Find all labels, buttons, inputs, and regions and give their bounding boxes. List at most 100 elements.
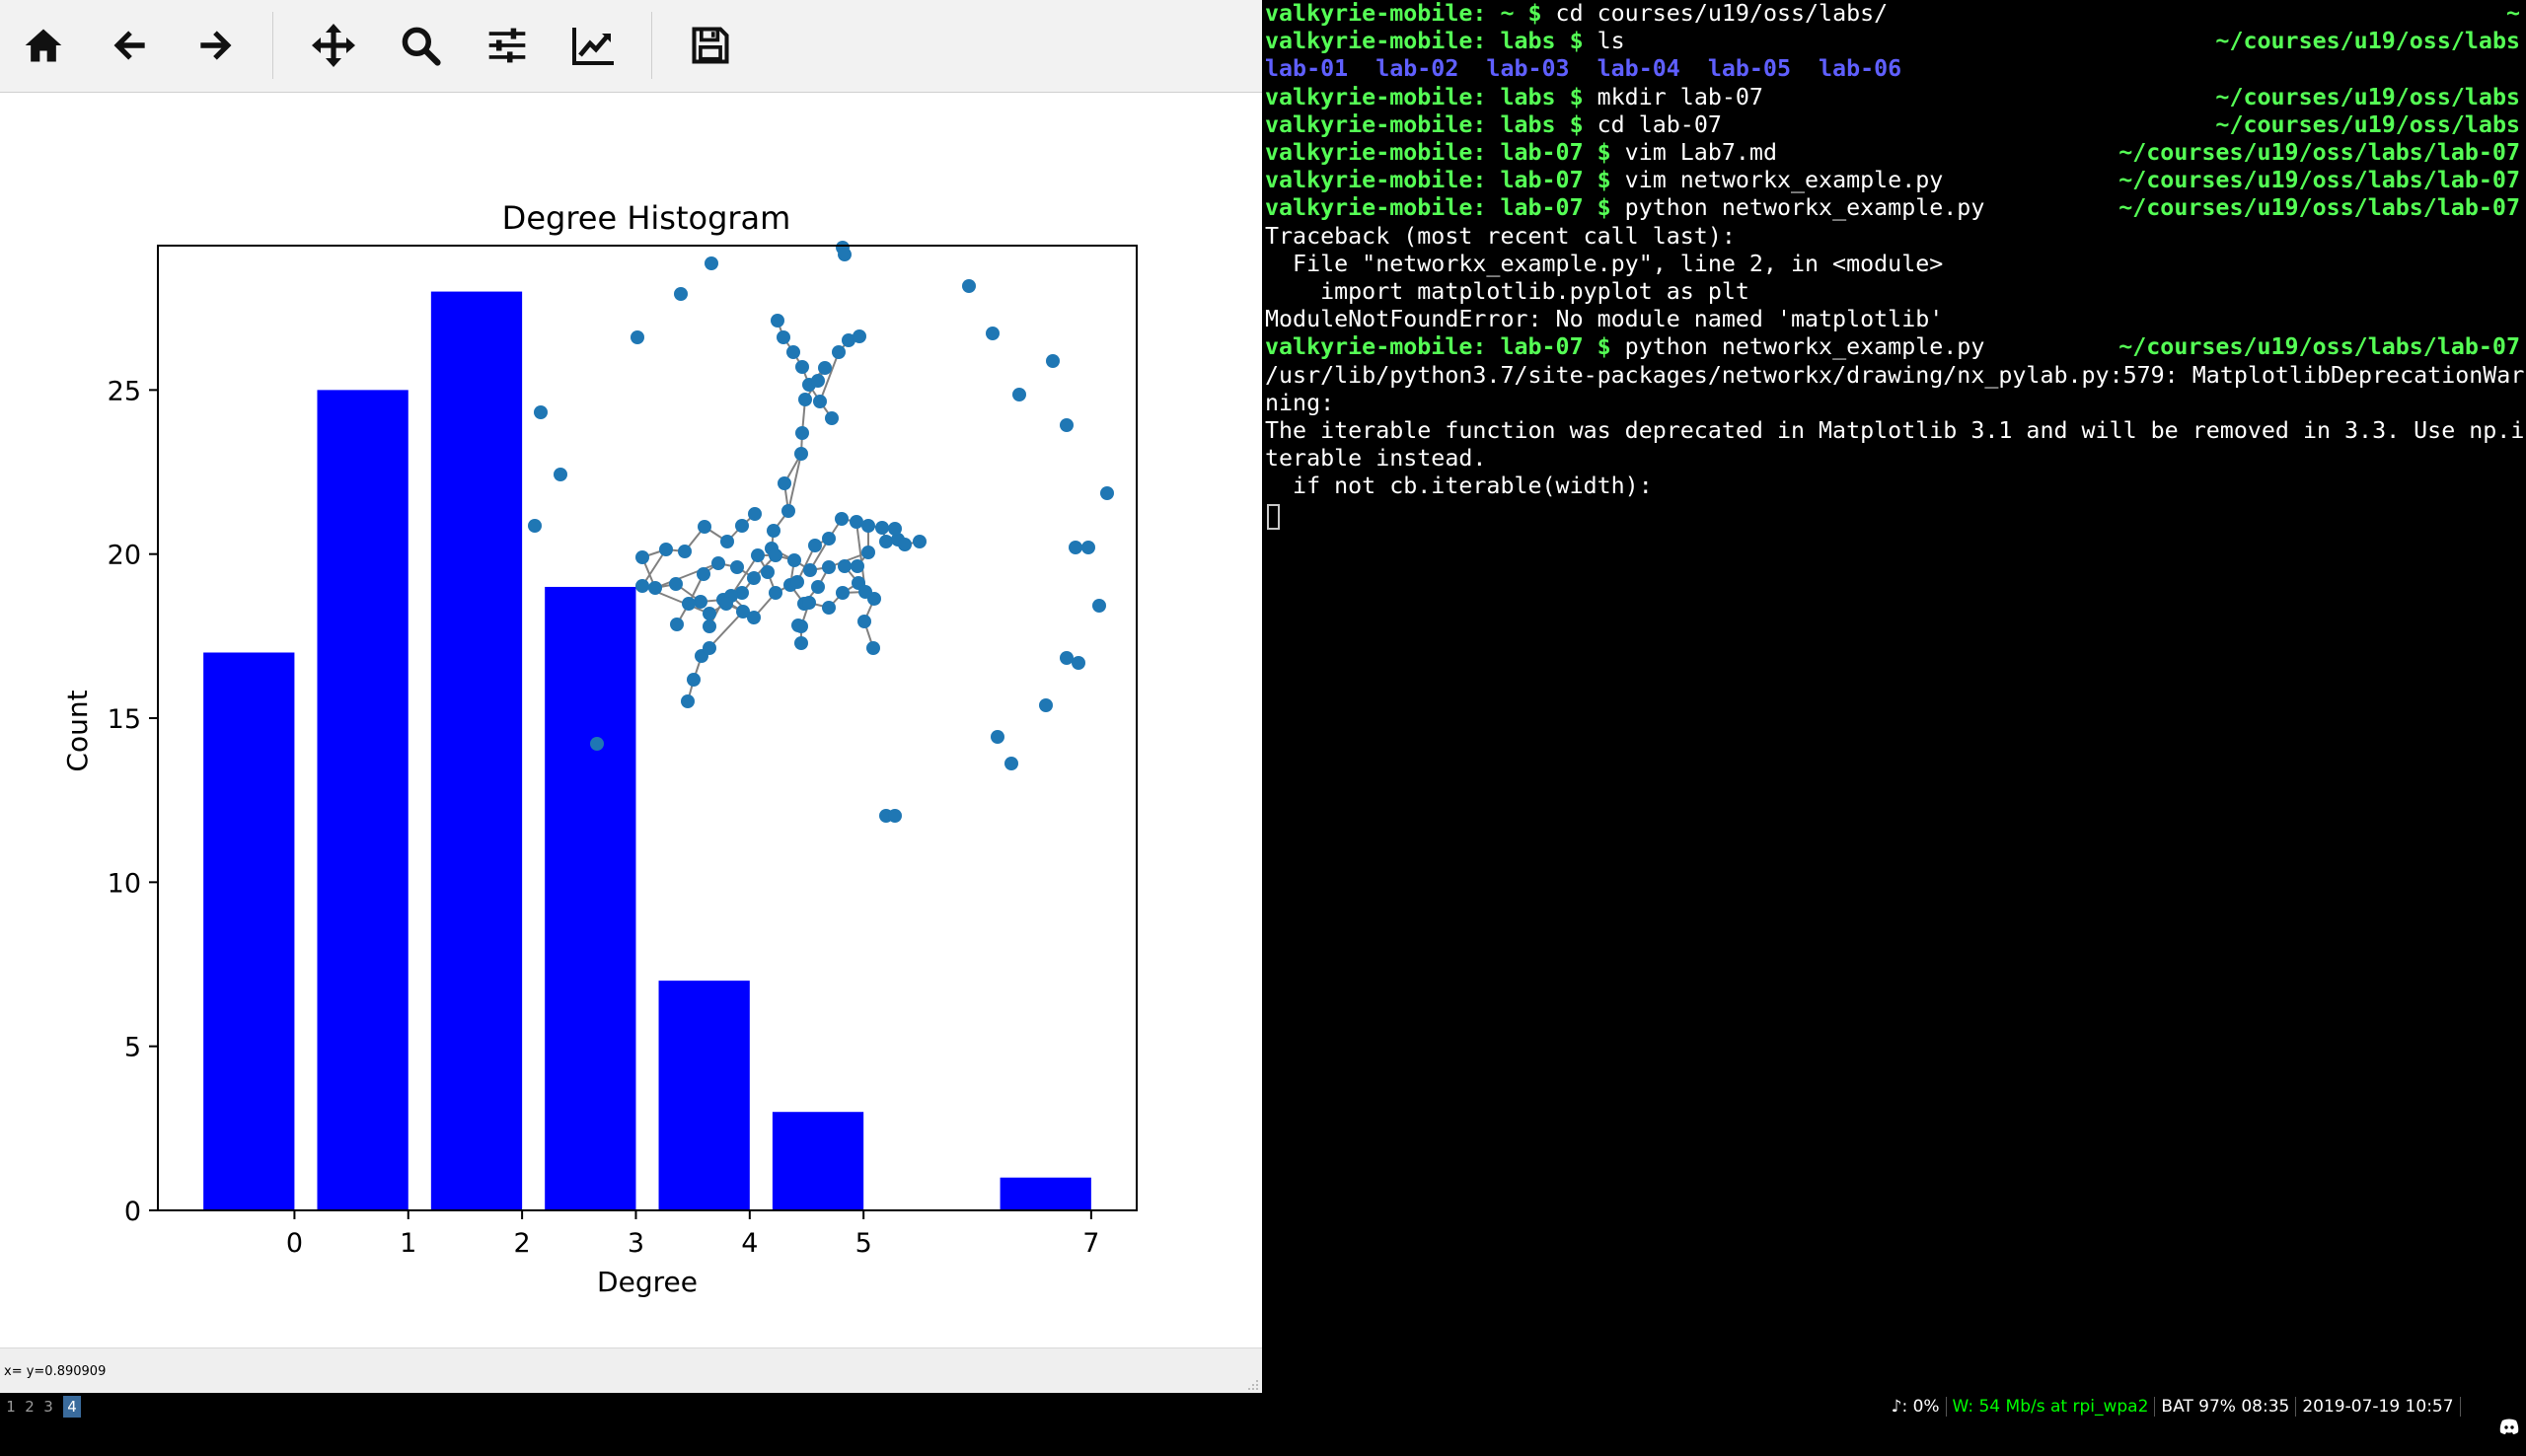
terminal-line: /usr/lib/python3.7/site-packages/network…	[1265, 361, 2525, 389]
histogram-bar	[545, 586, 636, 1210]
directory-listing: lab-01 lab-02 lab-03 lab-04 lab-05 lab-0…	[1265, 55, 1902, 83]
network-node	[818, 361, 832, 375]
network-node	[761, 565, 775, 579]
figure-canvas[interactable]: Degree Histogram 0 5 10 15 20 25 0 1 2 3 4 5 7 Degr…	[0, 93, 1262, 1347]
terminal-line: if not cb.iterable(width):	[1265, 473, 1653, 500]
network-node	[769, 548, 782, 562]
network-node	[787, 553, 801, 567]
network-node	[748, 507, 762, 521]
histogram-bar	[203, 652, 295, 1210]
status-blocks: ♪: 0% W: 54 Mb/s at rpi_wpa2 BAT 97% 08:…	[1886, 1393, 2526, 1434]
network-node	[1081, 541, 1095, 554]
network-node	[822, 532, 836, 546]
network-node	[635, 579, 649, 593]
workspace-1[interactable]: 1	[6, 1398, 16, 1416]
network-edge	[819, 351, 840, 402]
shell-command: ls	[1583, 28, 1625, 55]
x-tick-label: 2	[514, 1228, 531, 1259]
network-node	[694, 595, 707, 609]
network-node	[879, 535, 893, 548]
arrow-left-icon	[113, 31, 145, 60]
network-node	[858, 585, 872, 599]
network-edge	[641, 548, 667, 587]
network-node	[798, 393, 812, 406]
home-icon	[25, 29, 62, 62]
toolbar-separator	[651, 12, 652, 79]
forward-button[interactable]	[184, 14, 247, 77]
network-node	[778, 476, 791, 490]
network-node	[857, 615, 871, 628]
network-node	[786, 345, 800, 359]
save-button[interactable]	[679, 14, 742, 77]
network-node	[720, 535, 734, 548]
network-edge	[828, 551, 869, 568]
terminal-line: valkyrie-mobile: lab-07 $ python network…	[1265, 333, 1984, 361]
shell-prompt: valkyrie-mobile: lab-07 $	[1265, 333, 1611, 361]
terminal-line: import matplotlib.pyplot as plt	[1265, 278, 1749, 305]
y-tick-label: 5	[124, 1033, 141, 1063]
network-node	[703, 619, 716, 633]
workspace-3[interactable]: 3	[43, 1398, 53, 1416]
network-edge	[730, 554, 759, 597]
x-tick-label: 3	[628, 1228, 644, 1259]
network-node	[794, 447, 808, 461]
right-prompt-path: ~/courses/u19/oss/labs/lab-07	[2118, 167, 2520, 194]
zoom-button[interactable]	[389, 14, 452, 77]
network-node	[986, 327, 1000, 340]
save-icon	[692, 27, 729, 64]
network-node	[836, 586, 850, 600]
home-button[interactable]	[12, 14, 75, 77]
status-bar: x= y=0.890909	[0, 1347, 1262, 1394]
datetime-status: 2019-07-19 10:57	[2295, 1397, 2459, 1417]
network-node	[803, 563, 817, 577]
shell-prompt: valkyrie-mobile: labs $	[1265, 110, 1584, 138]
network-node	[875, 521, 889, 535]
right-prompt-path: ~/courses/u19/oss/labs	[2215, 83, 2520, 110]
network-node	[1100, 486, 1114, 500]
move-icon	[312, 24, 355, 67]
network-node	[838, 559, 852, 573]
network-node	[794, 636, 808, 650]
terminal-line: valkyrie-mobile: lab-07 $ vim Lab7.md	[1265, 139, 1777, 167]
back-button[interactable]	[99, 14, 162, 77]
right-prompt-path: ~	[2505, 0, 2520, 27]
network-node	[888, 809, 902, 823]
edit-axes-button[interactable]	[562, 14, 626, 77]
network-node	[590, 737, 604, 751]
terminal-line: The iterable function was deprecated in …	[1265, 417, 2525, 444]
network-node	[842, 333, 855, 347]
network-node	[747, 571, 761, 585]
shell-command: python networkx_example.py	[1610, 333, 1985, 361]
workspace-2[interactable]: 2	[25, 1398, 35, 1416]
shell-prompt: valkyrie-mobile: labs $	[1265, 28, 1584, 55]
network-node	[913, 535, 927, 548]
network-node	[1060, 418, 1074, 432]
network-node	[808, 539, 822, 552]
right-prompt-path: ~/courses/u19/oss/labs	[2215, 110, 2520, 138]
configure-subplots-button[interactable]	[476, 14, 539, 77]
volume-status: ♪: 0%	[1891, 1397, 1940, 1417]
matplotlib-window: Degree Histogram 0 5 10 15 20 25 0 1 2 3 4 5 7 Degr…	[0, 0, 1262, 1394]
network-node	[534, 405, 548, 419]
pan-button[interactable]	[302, 14, 365, 77]
network-node	[832, 345, 846, 359]
x-tick-label: 0	[286, 1228, 303, 1259]
shell-command: vim networkx_example.py	[1610, 167, 1944, 194]
y-tick-label: 10	[108, 868, 141, 899]
y-tick-label: 0	[124, 1197, 141, 1227]
workspace-4[interactable]: 4	[63, 1396, 81, 1418]
network-node	[631, 330, 644, 344]
network-node	[1060, 651, 1074, 665]
network-edge	[787, 453, 802, 512]
network-node	[681, 694, 695, 708]
network-node	[853, 329, 866, 343]
network-node	[1069, 541, 1082, 554]
terminal-window[interactable]: ~ valkyrie-mobile: ~ $ cd courses/u19/oss…	[1264, 0, 2526, 1393]
x-tick-label: 4	[741, 1228, 758, 1259]
tray-area	[2459, 1397, 2526, 1434]
resize-grip-icon[interactable]	[1246, 1378, 1260, 1392]
network-node	[838, 248, 852, 261]
network-node	[822, 601, 836, 615]
y-tick-label: 15	[108, 704, 141, 735]
right-prompt-path: ~/courses/u19/oss/labs/lab-07	[2118, 333, 2520, 361]
